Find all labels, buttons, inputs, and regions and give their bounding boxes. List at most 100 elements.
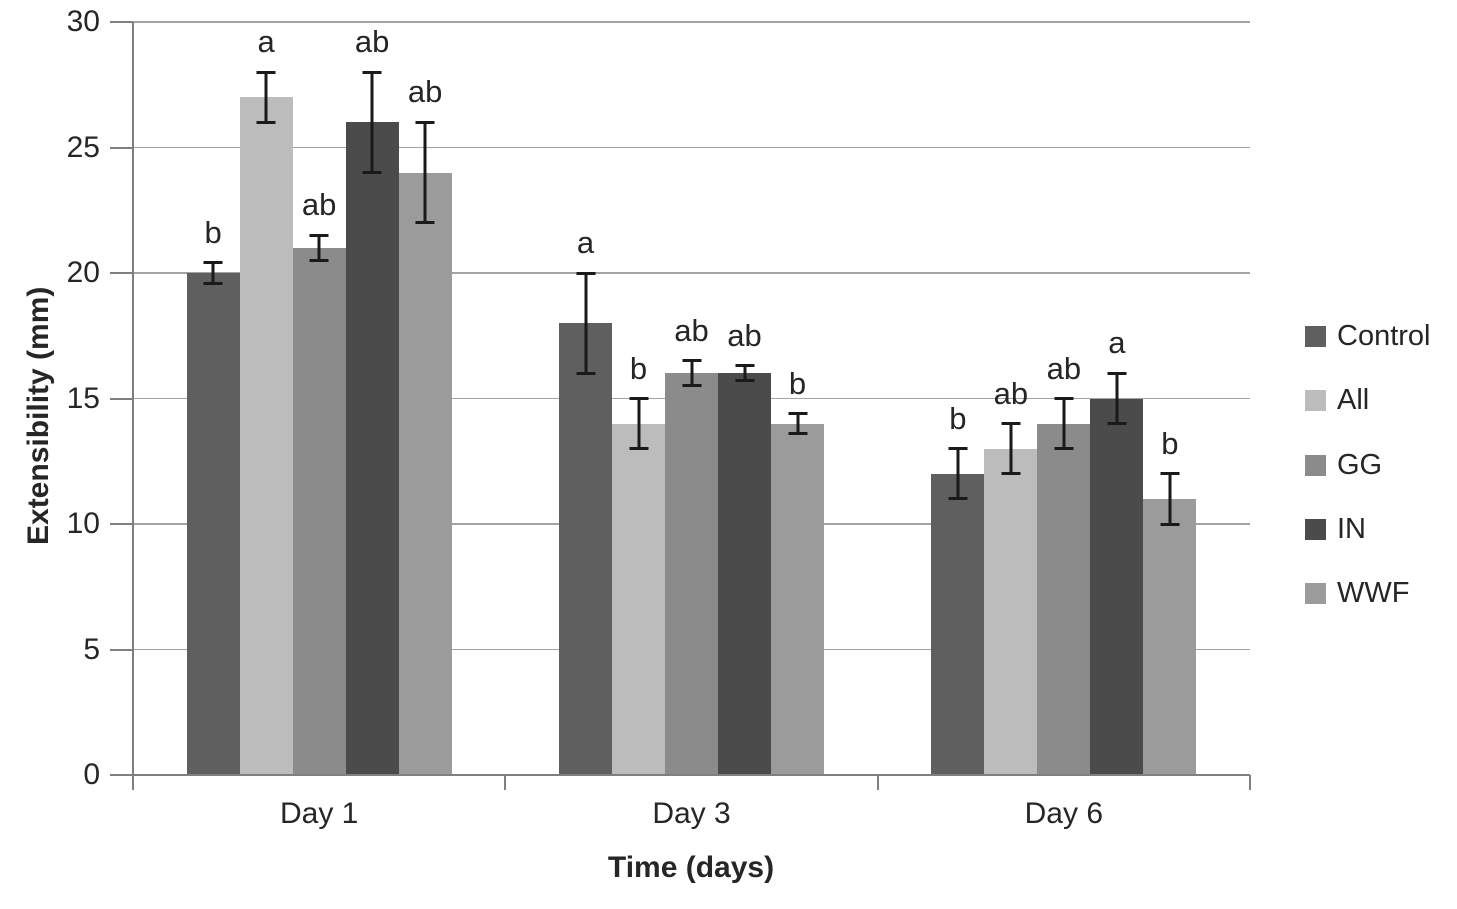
gridline [133, 146, 1250, 149]
legend-swatch-control [1305, 326, 1326, 347]
error-bar-cap-top [1160, 472, 1180, 476]
y-tick-label: 10 [66, 507, 100, 540]
error-bar [637, 398, 640, 449]
significance-letter: b [1161, 425, 1179, 461]
x-axis-line [133, 774, 1250, 776]
legend-item-control: Control [1305, 320, 1431, 353]
bar-in-day6 [1090, 398, 1144, 775]
error-bar-cap-top [256, 70, 276, 74]
legend-item-wwf: WWF [1305, 577, 1409, 610]
bar-control-day1 [186, 273, 240, 775]
error-bar-cap-bottom [788, 432, 807, 436]
error-bar-cap-bottom [309, 258, 329, 262]
error-bar-cap-bottom [1107, 422, 1127, 426]
error-bar [956, 448, 960, 499]
y-axis-tick [110, 523, 133, 525]
error-bar [1062, 398, 1066, 449]
error-bar-cap-top [1001, 422, 1021, 426]
x-tick-label: Day 3 [652, 797, 731, 830]
y-axis-line [132, 22, 134, 775]
bar-gg-day6 [1037, 423, 1091, 775]
significance-letter: ab [727, 317, 762, 353]
error-bar-cap-top [576, 271, 595, 275]
gridline [133, 21, 1250, 23]
error-bar [584, 273, 587, 374]
error-bar-cap-top [1054, 397, 1074, 400]
y-axis-tick [110, 397, 133, 400]
gridline [133, 272, 1250, 274]
error-bar-cap-top [788, 412, 807, 416]
significance-letter: ab [674, 312, 709, 348]
error-bar-cap-top [309, 233, 329, 237]
error-bar-cap-bottom [256, 120, 276, 124]
significance-letter: b [788, 365, 807, 401]
x-tick-label: Day 6 [1024, 797, 1104, 830]
error-bar-cap-bottom [735, 379, 754, 383]
error-bar-cap-bottom [682, 384, 701, 388]
y-axis-tick [110, 774, 133, 776]
error-bar [796, 413, 799, 434]
error-bar [211, 262, 215, 284]
bar-gg-day3 [665, 373, 718, 775]
error-bar-cap-bottom [415, 221, 435, 225]
x-tick-label: Day 1 [279, 797, 359, 830]
bar-in-day3 [718, 373, 771, 775]
significance-letter: a [257, 24, 275, 60]
significance-letter: a [576, 225, 595, 260]
error-bar-cap-bottom [948, 497, 968, 501]
bar-all-day6 [984, 448, 1038, 775]
legend-label-control: Control [1337, 320, 1431, 352]
error-bar-cap-top [735, 364, 754, 368]
legend-label-in: IN [1337, 512, 1366, 545]
error-bar [264, 72, 268, 123]
error-bar [423, 122, 427, 223]
bar-control-day6 [931, 473, 985, 775]
y-axis-tick [110, 146, 133, 149]
error-bar-cap-bottom [1001, 472, 1021, 476]
error-bar-cap-top [682, 359, 701, 363]
y-tick-label: 15 [66, 381, 100, 415]
error-bar-cap-top [203, 261, 223, 265]
bar-wwf-day6 [1143, 498, 1197, 775]
significance-letter: b [629, 350, 648, 386]
error-bar-cap-bottom [1160, 522, 1180, 526]
significance-letter: b [204, 214, 222, 250]
y-tick-label: 20 [66, 256, 100, 289]
bar-wwf-day3 [771, 423, 824, 775]
bar-control-day3 [559, 323, 612, 775]
legend-swatch-gg [1305, 454, 1326, 476]
significance-letter: ab [407, 74, 443, 110]
significance-letter: ab [354, 24, 390, 60]
error-bar-cap-bottom [1054, 447, 1074, 451]
error-bar-cap-top [362, 70, 382, 74]
error-bar [370, 72, 374, 173]
x-axis-tick [504, 775, 507, 790]
error-bar [743, 365, 746, 381]
error-bar-cap-top [948, 447, 968, 451]
legend-label-all: All [1337, 384, 1370, 417]
y-tick-label: 5 [83, 632, 100, 666]
y-axis-tick [110, 21, 133, 23]
legend-label-wwf: WWF [1337, 577, 1410, 609]
error-bar-cap-bottom [576, 371, 595, 375]
y-tick-label: 0 [83, 758, 100, 791]
significance-letter: a [1108, 325, 1126, 361]
error-bar [1168, 473, 1172, 524]
y-tick-label: 30 [66, 5, 100, 38]
legend-item-in: IN [1305, 513, 1366, 546]
legend-swatch-in [1305, 518, 1326, 540]
error-bar [317, 235, 321, 261]
error-bar-cap-top [1107, 371, 1127, 375]
error-bar [1009, 423, 1013, 474]
error-bar-cap-bottom [362, 171, 382, 175]
error-bar-cap-bottom [629, 447, 648, 451]
y-tick-label: 25 [66, 130, 100, 164]
legend-item-all: All [1305, 384, 1369, 417]
error-bar [690, 360, 693, 386]
significance-letter: ab [993, 375, 1029, 411]
x-axis-title: Time (days) [607, 851, 775, 884]
legend-label-gg: GG [1337, 448, 1383, 481]
y-axis-tick [110, 272, 133, 274]
error-bar-cap-top [629, 397, 648, 400]
error-bar-cap-top [415, 120, 435, 124]
